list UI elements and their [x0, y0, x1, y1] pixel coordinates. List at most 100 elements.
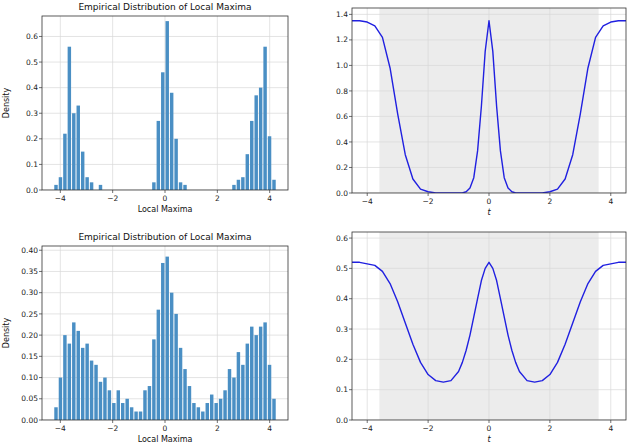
- grid-line: [112, 16, 113, 190]
- y-axis-label: Density: [2, 88, 11, 119]
- histogram-bar: [85, 344, 88, 420]
- grid-line: [42, 62, 288, 63]
- histogram-bar: [183, 185, 186, 190]
- y-tick: [349, 14, 352, 15]
- y-tick: [39, 271, 42, 272]
- histogram-bar: [77, 331, 80, 420]
- histogram-bar: [228, 369, 231, 420]
- x-tick: [489, 193, 490, 196]
- y-tick-label: 0.4: [336, 294, 348, 303]
- y-tick: [349, 389, 352, 390]
- x-tick-label: −2: [423, 424, 434, 433]
- histogram-bar: [254, 335, 257, 420]
- histogram-bar: [99, 185, 102, 190]
- histogram-bar: [161, 263, 164, 420]
- histogram-bar: [59, 378, 62, 420]
- histogram-bar: [170, 93, 173, 190]
- grid-line: [42, 250, 288, 251]
- histogram-bar: [54, 185, 57, 190]
- histogram-bar: [63, 134, 66, 190]
- histogram-bar: [63, 335, 66, 420]
- y-tick: [39, 138, 42, 139]
- y-tick-label: 0.10: [21, 373, 38, 382]
- histogram-bar: [134, 412, 137, 420]
- histogram-bar: [54, 407, 57, 420]
- histogram-bar: [232, 378, 235, 420]
- x-tick: [489, 420, 490, 423]
- x-tick-label: 0: [163, 194, 168, 203]
- plot-background: [352, 232, 626, 420]
- x-tick-label: −4: [362, 197, 373, 206]
- histogram-bar: [272, 180, 275, 190]
- y-tick-label: 0.2: [336, 355, 348, 364]
- plot-background: [42, 246, 288, 420]
- marks: [352, 8, 626, 193]
- y-tick-label: 0.8: [336, 87, 348, 96]
- panel: −4−20240.00.10.20.30.40.50.6Empirical Di…: [2, 2, 288, 214]
- histogram-bar: [179, 182, 182, 190]
- panel: −4−20240.00.10.20.30.40.50.6t: [336, 232, 626, 444]
- y-tick-label: 0.6: [336, 112, 348, 121]
- y-tick: [349, 116, 352, 117]
- y-tick: [349, 420, 352, 421]
- y-tick-label: 0.4: [26, 83, 38, 92]
- histogram-bar: [246, 154, 249, 190]
- histogram-bar: [121, 403, 124, 420]
- x-tick: [549, 420, 550, 423]
- grid-line: [42, 271, 288, 272]
- y-tick-label: 0.40: [21, 246, 38, 255]
- x-tick-label: −4: [55, 424, 66, 433]
- y-tick: [39, 164, 42, 165]
- x-axis-label: t: [487, 208, 491, 217]
- histogram-bar: [259, 327, 262, 420]
- histogram-bar: [188, 386, 191, 420]
- histogram-bar: [90, 182, 93, 190]
- line-series: [352, 21, 626, 193]
- histogram-bar: [263, 47, 266, 190]
- histogram-bar: [214, 403, 217, 420]
- histogram-bar: [130, 407, 133, 420]
- x-tick: [269, 420, 270, 423]
- y-tick-label: 0.0: [336, 416, 348, 425]
- y-tick: [349, 359, 352, 360]
- x-axis-label: Local Maxima: [138, 435, 193, 444]
- x-axis-label: t: [487, 435, 491, 444]
- x-tick-label: 2: [547, 424, 552, 433]
- histogram-bar: [263, 322, 266, 420]
- y-tick: [349, 268, 352, 269]
- x-tick: [610, 420, 611, 423]
- grid-line: [217, 16, 218, 190]
- plot-background: [42, 16, 288, 190]
- y-tick: [39, 62, 42, 63]
- y-tick-label: 1.4: [336, 10, 348, 19]
- y-tick: [39, 335, 42, 336]
- y-tick-label: 0.05: [21, 394, 38, 403]
- y-tick: [349, 39, 352, 40]
- grid-line: [549, 8, 550, 193]
- grid-line: [367, 8, 368, 193]
- histogram-bar: [99, 382, 102, 420]
- grid-line: [489, 8, 490, 193]
- histogram-bar: [183, 369, 186, 420]
- y-tick: [39, 36, 42, 37]
- histogram-bar: [112, 403, 115, 420]
- histogram-bar: [241, 365, 244, 420]
- histogram-bar: [81, 152, 84, 190]
- histogram-bar: [254, 95, 257, 190]
- histogram-bar: [117, 390, 120, 420]
- y-tick-label: 0.2: [336, 163, 348, 172]
- y-tick-label: 0.25: [21, 310, 38, 319]
- y-tick-label: 0.30: [21, 288, 38, 297]
- histogram-bar: [125, 399, 128, 420]
- grid-line: [352, 14, 626, 15]
- x-tick: [165, 420, 166, 423]
- histogram-bar: [85, 177, 88, 190]
- grid-line: [549, 232, 550, 420]
- y-tick-label: 1.0: [336, 61, 348, 70]
- y-tick: [349, 329, 352, 330]
- y-tick-label: 0.3: [336, 325, 348, 334]
- x-tick-label: −2: [107, 424, 118, 433]
- y-tick: [39, 377, 42, 378]
- x-tick: [60, 420, 61, 423]
- histogram-bar: [68, 344, 71, 420]
